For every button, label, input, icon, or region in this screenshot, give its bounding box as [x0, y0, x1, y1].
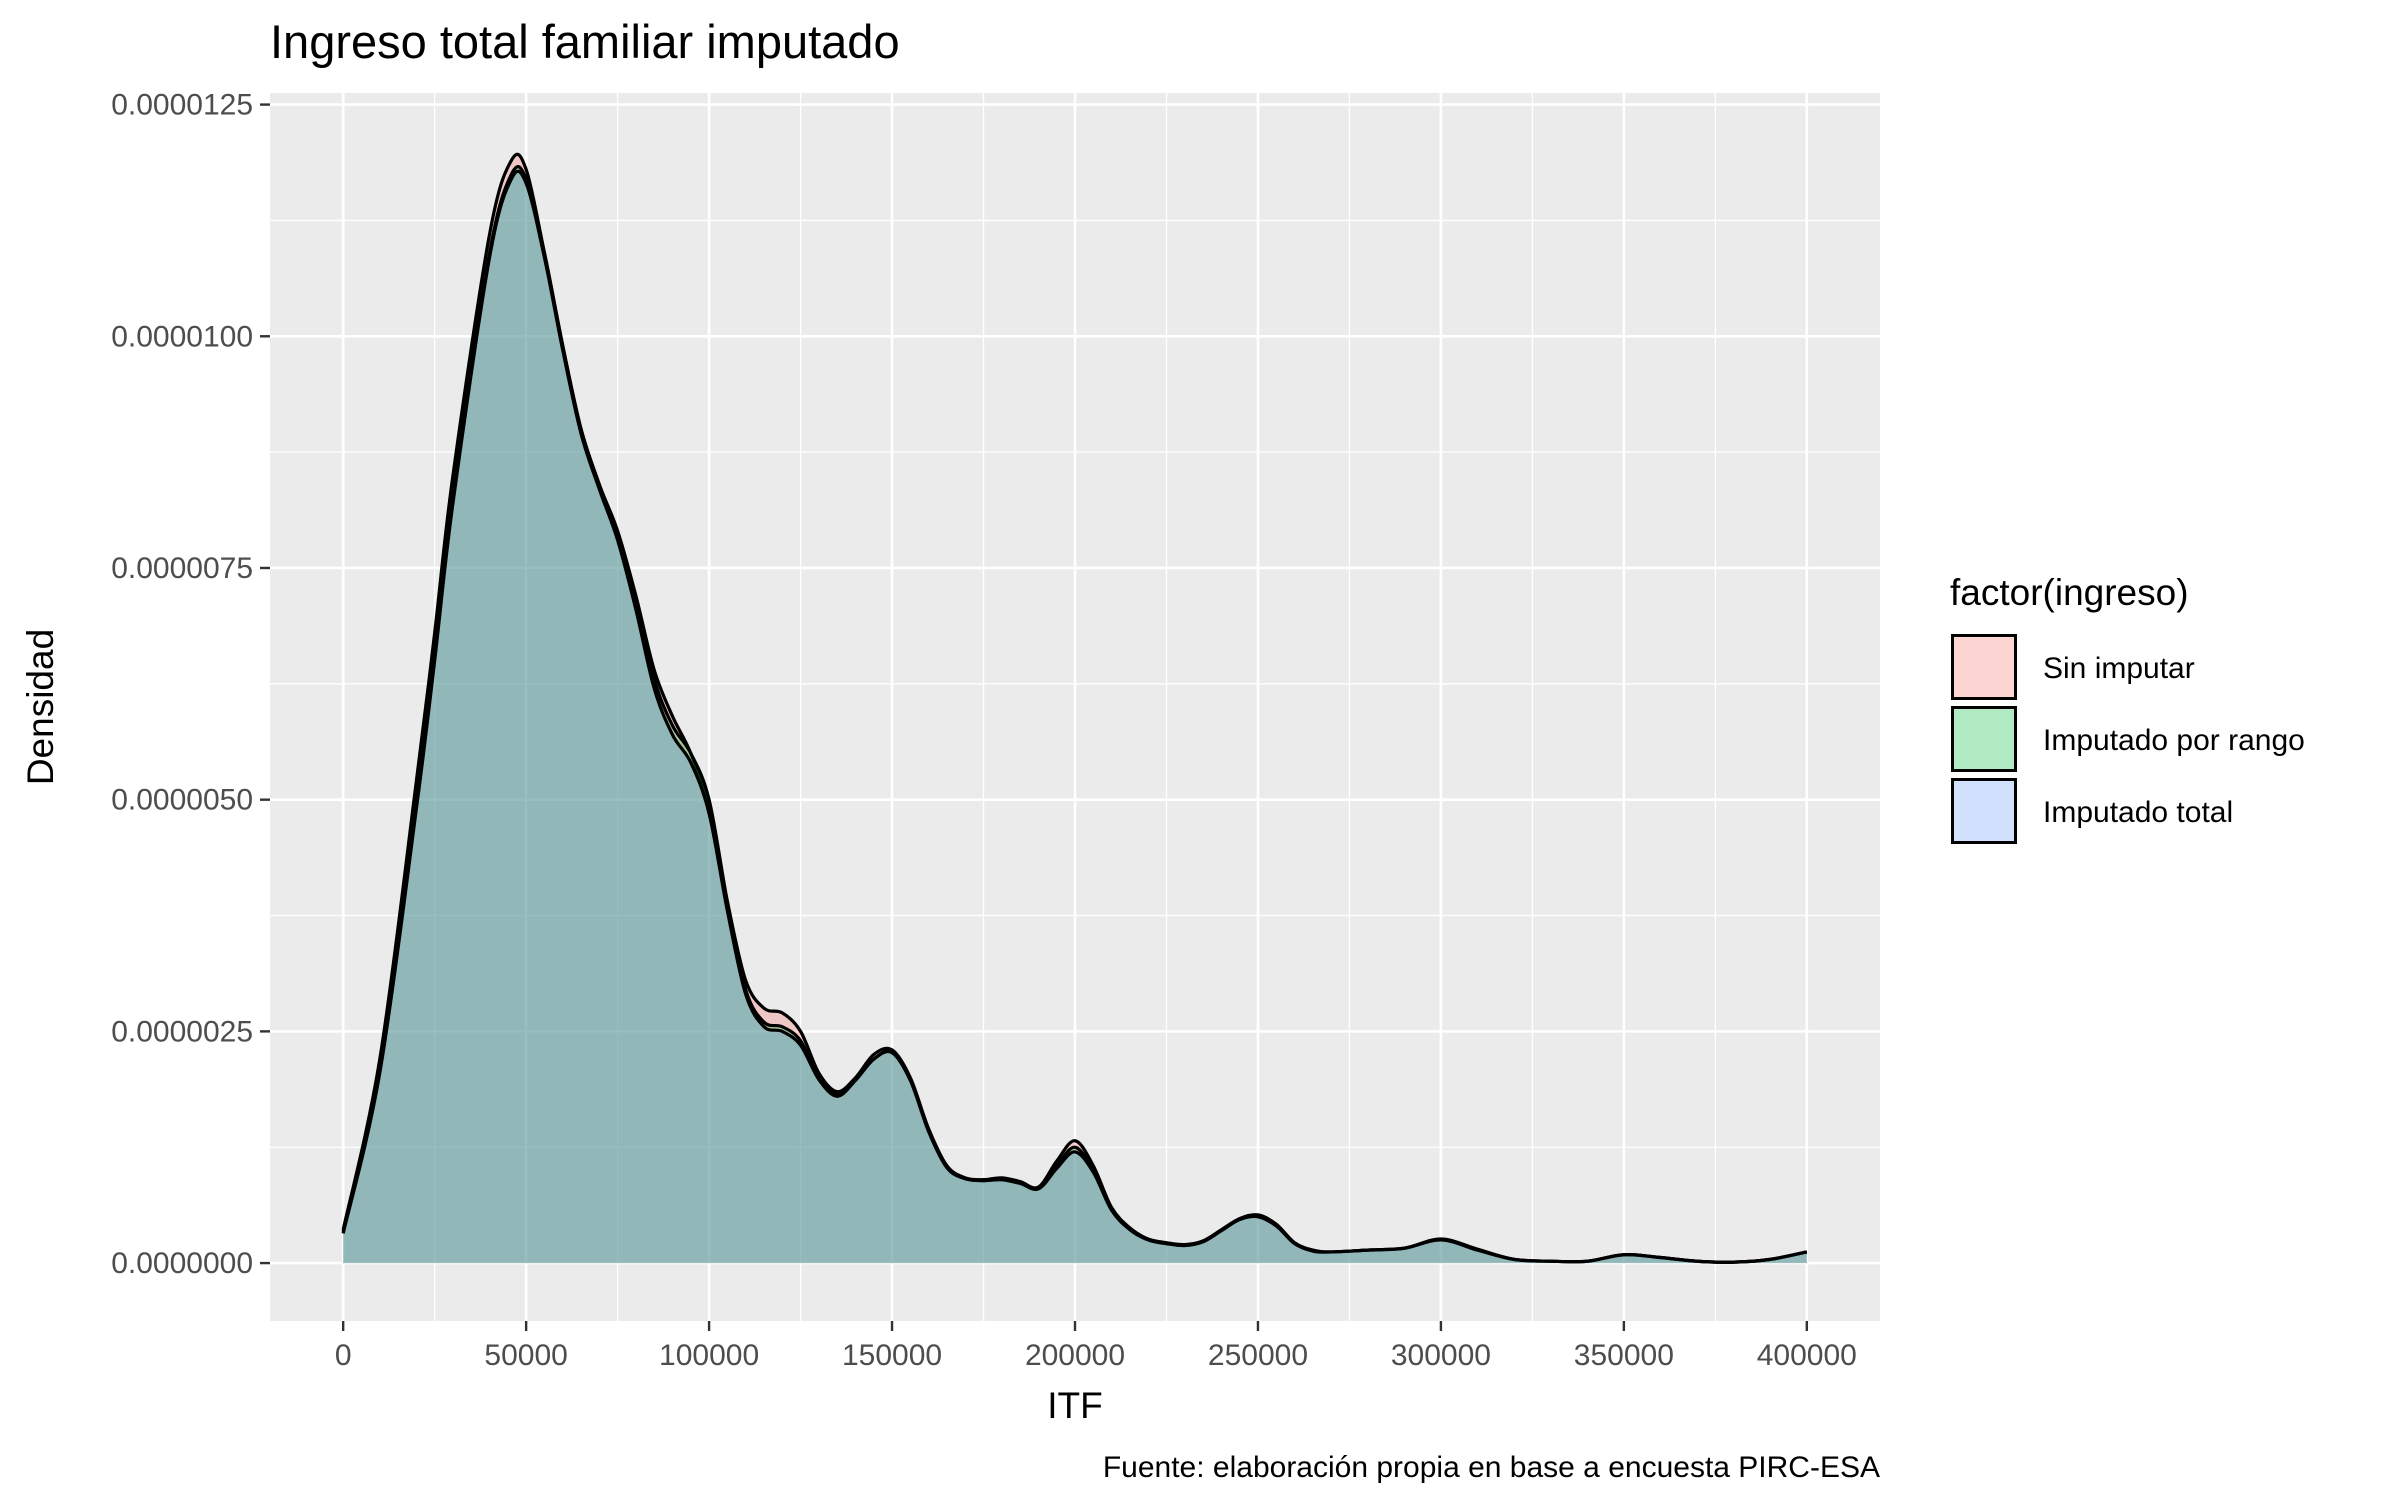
caption: Fuente: elaboración propia en base a enc…	[1103, 1451, 1880, 1484]
grid-major	[270, 93, 1880, 1321]
legend-label-imputado-por-rango: Imputado por rango	[2043, 724, 2305, 757]
density-area-imputado-total	[343, 171, 1807, 1264]
legend-key-sin-imputar	[1951, 634, 2017, 700]
legend-key-bg	[1951, 706, 2017, 772]
legend-key-bg	[1951, 778, 2017, 844]
legend-title: factor(ingreso)	[1950, 572, 2189, 613]
y-tick-label: 0.0000000	[111, 1247, 253, 1280]
y-tick-labels: 0.0000000 0.0000025 0.0000050 0.0000075 0.00…	[111, 89, 253, 1280]
x-tick-label: 300000	[1391, 1339, 1491, 1372]
x-tick-label: 350000	[1574, 1339, 1674, 1372]
y-tick-label: 0.0000075	[111, 552, 253, 585]
y-tick-label: 0.0000125	[111, 89, 253, 122]
density-areas	[341, 152, 1808, 1264]
density-area-imputado-por-rango	[343, 166, 1807, 1264]
x-tick-label: 100000	[659, 1339, 759, 1372]
density-area-sin-imputar	[343, 154, 1807, 1264]
legend-label-sin-imputar: Sin imputar	[2043, 652, 2195, 685]
legend: factor(ingreso) Sin imputar Imputado por …	[1950, 572, 2305, 844]
legend-key-imputado-por-rango	[1951, 706, 2017, 772]
x-tick-labels: 0 50000 100000 150000 200000 250000 300000 3500…	[335, 1339, 1857, 1372]
legend-items: Sin imputar Imputado por rango Imputado to…	[1951, 634, 2305, 844]
x-axis-title: ITF	[1047, 1385, 1102, 1426]
legend-key-bg	[1951, 634, 2017, 700]
x-tick-label: 200000	[1025, 1339, 1125, 1372]
legend-key-imputado-total	[1951, 778, 2017, 844]
x-tick-label: 250000	[1208, 1339, 1308, 1372]
y-tick-label: 0.0000025	[111, 1015, 253, 1048]
x-tick-label: 0	[335, 1339, 352, 1372]
axis-ticks	[260, 103, 1809, 1331]
x-tick-label: 400000	[1757, 1339, 1857, 1372]
y-tick-label: 0.0000050	[111, 784, 253, 817]
x-tick-label: 150000	[842, 1339, 942, 1372]
y-tick-label: 0.0000100	[111, 320, 253, 353]
x-tick-label: 50000	[484, 1339, 567, 1372]
density-line-imputado-total	[341, 169, 1808, 1264]
chart-title: Ingreso total familiar imputado	[270, 15, 900, 68]
legend-label-imputado-total: Imputado total	[2043, 796, 2233, 829]
y-axis-title: Densidad	[20, 629, 61, 785]
